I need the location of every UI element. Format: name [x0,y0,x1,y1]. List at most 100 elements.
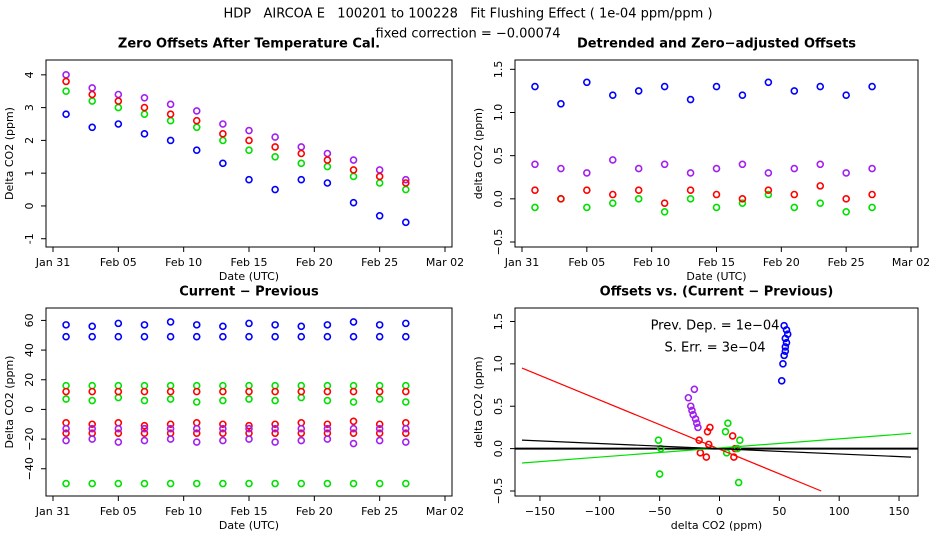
data-point [62,332,70,341]
data-point [583,203,591,212]
data-point [323,424,332,433]
data-point [88,387,96,396]
data-point [219,159,227,168]
data-point [531,186,539,194]
data-point [245,424,253,433]
data-point [401,398,410,406]
data-point [114,381,123,390]
plot-area [515,321,918,492]
data-point [166,479,175,488]
data-point [114,103,123,112]
data-point [401,381,410,390]
data-point [323,179,332,187]
data-point [192,146,201,155]
data-point [62,429,70,437]
data-point [88,123,96,132]
data-point [323,381,332,390]
data-point [790,190,799,199]
data-point [557,195,565,203]
data-point [192,116,201,125]
data-point [375,420,384,429]
data-point [245,421,253,430]
data-point [88,84,96,92]
data-point [114,393,123,402]
data-point [192,321,201,329]
data-point [219,420,227,429]
data-point [401,332,410,341]
x-tick-label: Mar 02 [426,505,464,518]
data-point [733,444,742,453]
data-point [271,429,279,437]
data-point [62,387,70,396]
data-point [192,387,201,396]
data-point [88,435,96,443]
y-tick-label: 0.0 [492,440,505,458]
data-point [192,429,201,437]
data-point [557,100,565,108]
data-point [297,149,306,158]
data-point [323,396,332,405]
x-axis-label: Date (UTC) [686,270,746,283]
y-tick-label: 0.5 [492,397,505,415]
data-point [375,332,384,341]
y-tick-label: 1 [23,170,36,177]
data-point [192,424,201,433]
data-point [88,381,96,390]
data-point [660,199,669,207]
data-point [114,90,123,99]
data-point [583,186,591,194]
y-tick-label: 1.5 [492,313,505,331]
y-tick-label: 0 [23,202,36,209]
data-point [728,432,737,440]
data-point [140,396,149,405]
data-point [375,387,384,396]
data-point [245,136,253,145]
data-point [730,453,738,461]
data-point [764,169,773,177]
data-point [349,198,358,207]
data-point [608,190,617,199]
data-point [271,321,279,329]
data-point [219,429,227,437]
y-tick-label: −0.5 [492,478,505,505]
x-tick-label: Feb 20 [763,256,800,269]
data-point [166,318,175,326]
data-point [62,381,70,390]
data-point [608,91,617,100]
x-tick-label: 100 [829,505,850,518]
data-point [375,166,384,174]
data-point [219,396,227,405]
data-point [816,199,825,207]
x-tick-label: Feb 15 [698,256,735,269]
data-point [192,438,201,446]
x-tick-label: Mar 02 [426,256,464,269]
x-tick-label: −100 [585,505,615,518]
x-tick-label: Feb 25 [361,256,398,269]
data-point [271,424,279,433]
data-point [686,169,695,177]
data-point [738,195,747,203]
data-point [140,130,149,138]
data-point [62,110,70,118]
data-point [166,395,175,403]
plot-frame [514,307,919,497]
data-point [114,332,123,341]
x-tick-label: Jan 31 [35,256,70,269]
plot-area [62,71,410,227]
data-point [783,330,792,338]
data-point [349,156,358,164]
y-tick-label: 0.0 [492,190,505,208]
fit-line [521,367,822,492]
data-point [166,116,175,125]
x-tick-label: −150 [525,505,555,518]
data-point [140,321,149,329]
data-point [245,332,253,341]
data-point [868,203,876,212]
data-point [790,203,799,212]
x-tick-label: Feb 10 [633,256,670,269]
data-point [655,470,664,478]
data-point [712,190,721,199]
x-tick-label: Jan 31 [35,505,70,518]
data-point [349,318,358,326]
data-point [62,479,70,488]
